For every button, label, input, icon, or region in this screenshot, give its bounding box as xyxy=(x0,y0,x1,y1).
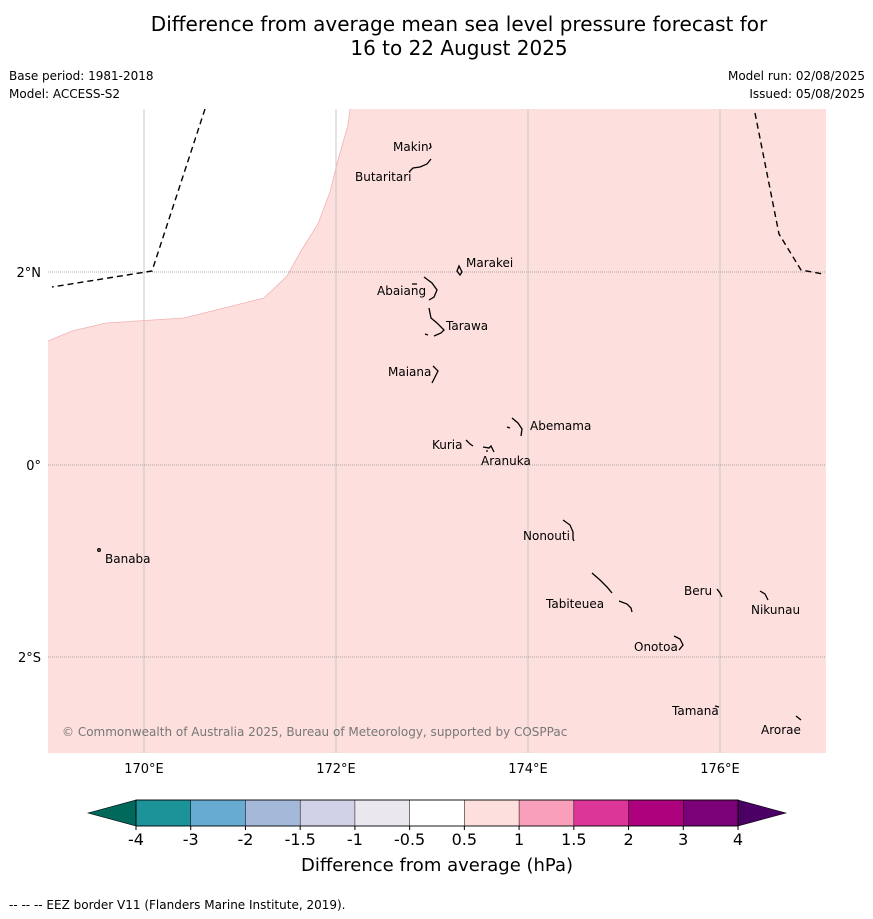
anomaly-field xyxy=(48,109,826,753)
colorbar-segments xyxy=(135,799,739,827)
island-banaba xyxy=(97,548,101,552)
eez-border-west xyxy=(51,109,206,288)
island-tarawa xyxy=(424,307,445,337)
island-onotoa xyxy=(673,635,684,651)
colorbar-segment xyxy=(409,799,466,827)
colorbar: -4 -3 -2 -1.5 -1 -0.5 0.5 1 1.5 2 3 4 Difference fr… xyxy=(86,799,788,876)
x-tick-170e: 170°E xyxy=(124,762,164,777)
label-arorae: Arorae xyxy=(761,723,801,737)
colorbar-segment xyxy=(464,799,520,827)
island-makin xyxy=(428,142,432,150)
colorbar-segment xyxy=(518,799,575,827)
island-aranuka xyxy=(482,444,495,453)
meta-left: Base period: 1981-2018 Model: ACCESS-S2 xyxy=(9,67,154,103)
colorbar-tick-label: 0.5 xyxy=(452,830,477,849)
x-tick-174e: 174°E xyxy=(508,762,548,777)
colorbar-ticks: -4 -3 -2 -1.5 -1 -0.5 0.5 1 1.5 2 3 4 xyxy=(128,826,743,849)
colorbar-tick-label: -4 xyxy=(128,830,144,849)
colorbar-segment xyxy=(354,799,411,827)
place-labels: Makin Butaritari Marakei Abaiang Tarawa … xyxy=(105,140,801,737)
meridian-lines xyxy=(143,109,721,753)
colorbar-title: Difference from average (hPa) xyxy=(301,855,573,876)
island-beru xyxy=(716,588,723,598)
x-tick-172e: 172°E xyxy=(316,762,356,777)
island-tabiteuea xyxy=(591,572,633,613)
issued-label: Issued: 05/08/2025 xyxy=(749,87,865,101)
map-plot-area: Makin Butaritari Marakei Abaiang Tarawa … xyxy=(48,109,826,753)
map-title: Difference from average mean sea level p… xyxy=(0,12,873,60)
x-tick-176e: 176°E xyxy=(700,762,740,777)
colorbar-segment xyxy=(628,799,685,827)
colorbar-frame xyxy=(135,799,739,827)
island-butaritari xyxy=(408,158,432,173)
colorbar-tick-label: -2 xyxy=(237,830,253,849)
colorbar-segment xyxy=(299,799,356,827)
colorbar-tick-label: -1.5 xyxy=(285,830,316,849)
axis-labels: 170°E 172°E 174°E 176°E 2°N 0° 2°S xyxy=(17,266,740,777)
y-tick-2n: 2°N xyxy=(17,266,42,281)
meta-right: Model run: 02/08/2025 Issued: 05/08/2025 xyxy=(728,67,865,103)
island-kuria xyxy=(465,439,474,447)
map-title-line-2: 16 to 22 August 2025 xyxy=(350,36,568,60)
island-nikunau xyxy=(759,590,769,601)
label-abemama: Abemama xyxy=(530,419,591,433)
model-run-label: Model run: 02/08/2025 xyxy=(727,69,865,83)
base-period-label: Base period: 1981-2018 xyxy=(9,69,154,83)
island-maiana xyxy=(431,365,439,384)
label-banaba: Banaba xyxy=(105,552,151,566)
colorbar-segment xyxy=(190,799,247,827)
map-title-line-1: Difference from average mean sea level p… xyxy=(150,12,768,36)
colorbar-tick-label: -0.5 xyxy=(394,830,425,849)
colorbar-segment xyxy=(135,799,192,827)
colorbar-tick-label: 2 xyxy=(623,830,633,849)
colorbar-tick-label: -1 xyxy=(347,830,363,849)
island-marakei xyxy=(456,264,463,277)
footnote-eez: -- -- -- EEZ border V11 (Flanders Marine… xyxy=(9,898,346,912)
colorbar-over-arrow xyxy=(737,799,788,827)
label-maiana: Maiana xyxy=(388,365,431,379)
colorbar-tick-label: 3 xyxy=(678,830,688,849)
island-nonouti xyxy=(562,519,575,542)
parallel-lines xyxy=(48,271,826,658)
label-aranuka: Aranuka xyxy=(481,454,531,468)
label-abaiang: Abaiang xyxy=(377,284,426,298)
colorbar-tick-label: 1.5 xyxy=(561,830,586,849)
island-tamana xyxy=(714,705,720,708)
colorbar-tick-label: -3 xyxy=(183,830,199,849)
colorbar-segment xyxy=(683,799,739,827)
colorbar-tick-label: 4 xyxy=(733,830,743,849)
label-makin: Makin xyxy=(393,140,429,154)
model-label: Model: ACCESS-S2 xyxy=(9,87,121,101)
label-kuria: Kuria xyxy=(432,438,463,452)
islands xyxy=(97,142,802,721)
eez-border-east xyxy=(754,112,824,275)
label-butaritari: Butaritari xyxy=(355,170,412,184)
colorbar-under-arrow xyxy=(86,799,137,827)
island-abaiang xyxy=(412,276,438,301)
label-nikunau: Nikunau xyxy=(751,603,800,617)
colorbar-segment xyxy=(245,799,301,827)
label-tamana: Tamana xyxy=(671,704,719,718)
anomaly-contour xyxy=(48,109,351,342)
colorbar-tick-label: 1 xyxy=(514,830,524,849)
label-marakei: Marakei xyxy=(466,256,513,270)
island-arorae xyxy=(795,715,802,721)
colorbar-segment xyxy=(573,799,630,827)
island-abemama xyxy=(506,417,523,437)
eez-border xyxy=(51,109,824,288)
label-tarawa: Tarawa xyxy=(445,319,488,333)
copyright-notice: © Commonwealth of Australia 2025, Bureau… xyxy=(62,725,567,739)
label-nonouti: Nonouti xyxy=(523,529,570,543)
label-onotoa: Onotoa xyxy=(634,640,678,654)
label-tabiteuea: Tabiteuea xyxy=(545,597,604,611)
y-tick-0: 0° xyxy=(26,459,41,474)
y-tick-2s: 2°S xyxy=(18,651,41,666)
label-beru: Beru xyxy=(684,584,712,598)
